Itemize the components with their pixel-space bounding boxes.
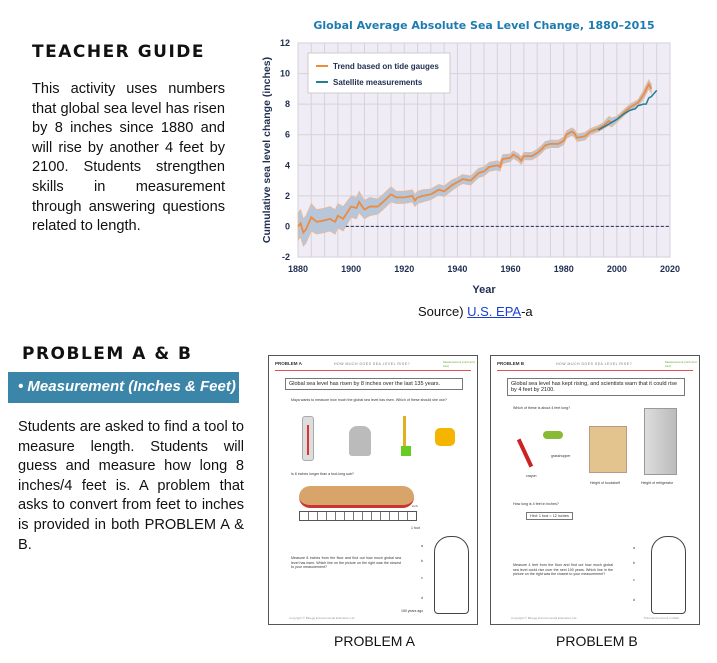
item-label-grasshopper: grasshopper	[551, 454, 571, 458]
x-tick-label: 1980	[554, 264, 574, 274]
ws-question-3: Measure 8 inches from the floor and find…	[291, 556, 401, 570]
line-label-c: c	[421, 576, 423, 580]
ws-footer-right: Think Environment in Math	[643, 616, 679, 620]
ws-subtitle: HOW MUCH DOES SEA LEVEL RISE?	[556, 362, 633, 366]
ruler-unit: inch	[412, 504, 418, 508]
scale-image	[349, 426, 371, 456]
ws-statement: Global sea level has kept rising, and sc…	[507, 378, 685, 396]
satellite-line	[597, 89, 658, 131]
y-tick-label: 8	[285, 99, 290, 109]
x-tick-label: 2020	[660, 264, 680, 274]
sub-sandwich-image	[299, 486, 414, 508]
teacher-guide-title: TEACHER GUIDE	[32, 42, 205, 62]
ws-subtitle: HOW MUCH DOES SEA LEVEL RISE?	[334, 362, 411, 366]
hint-box: Hint: 1 foot = 12 inches	[526, 512, 573, 520]
human-figure-image	[434, 536, 469, 614]
ws-tag: Measurement (inch and foot)	[665, 360, 697, 368]
caption-problem-b: PROBLEM B	[556, 633, 638, 649]
line-label-c: c	[633, 578, 635, 582]
ws-statement: Global sea level has risen by 8 inches o…	[285, 378, 463, 390]
ws-question-1: Which of these is about 4 feet long?	[513, 406, 571, 410]
source-prefix: Source)	[418, 304, 468, 319]
sea-level-chart: Global Average Absolute Sea Level Change…	[261, 19, 680, 296]
line-label-a: a	[633, 546, 635, 550]
worksheet-b-thumbnail: PROBLEM B HOW MUCH DOES SEA LEVEL RISE? …	[490, 355, 700, 625]
ws-question-2: How long is 4 feet in inches?	[513, 502, 559, 506]
item-label-refrigerator: Height of refrigerator	[641, 481, 674, 485]
x-tick-label: 2000	[607, 264, 627, 274]
line-label-b: b	[421, 559, 423, 563]
ws-question-1: Maya wants to measure how much the globa…	[291, 398, 447, 402]
y-axis-label: Cumulative sea level change (inches)	[261, 57, 273, 243]
chart-title: Global Average Absolute Sea Level Change…	[313, 19, 654, 32]
line-label-b: b	[633, 561, 635, 565]
line-label-a: a	[421, 544, 423, 548]
tape-measure-image	[401, 416, 411, 456]
x-axis-label: Year	[472, 284, 496, 296]
refrigerator-image	[644, 408, 677, 475]
crayon-image	[516, 438, 534, 468]
source-suffix: -a	[521, 304, 533, 319]
source-citation: Source) U.S. EPA-a	[418, 304, 533, 319]
teacher-guide-text: This activity uses numbers that global s…	[32, 81, 225, 235]
caption-problem-a: PROBLEM A	[334, 633, 415, 649]
ws-divider	[275, 370, 471, 371]
problems-title: PROBLEM A & B	[22, 344, 193, 364]
tide-gauge-line	[297, 82, 653, 235]
y-tick-label: 2	[285, 191, 290, 201]
ruler-foot-label: 1 foot	[411, 526, 420, 530]
bookshelf-image	[589, 426, 627, 473]
line-label-d: d	[421, 596, 423, 600]
ws-question-2: Is 8 inches longer than a foot-long sub?	[291, 472, 354, 476]
x-tick-label: 1900	[341, 264, 361, 274]
problems-text: Students are asked to find a tool to mea…	[18, 419, 244, 553]
source-link[interactable]: U.S. EPA	[467, 304, 522, 319]
x-tick-label: 1940	[447, 264, 467, 274]
ws-tag: Measurement (inch and foot)	[443, 360, 475, 368]
grasshopper-image	[543, 431, 563, 439]
y-tick-label: 12	[280, 38, 290, 48]
y-tick-label: 0	[285, 221, 290, 231]
x-tick-label: 1960	[501, 264, 521, 274]
y-tick-label: 6	[285, 130, 290, 140]
ws-header: PROBLEM B	[497, 361, 524, 366]
legend-box	[307, 52, 451, 94]
legend-label-satellite: Satellite measurements	[333, 78, 423, 87]
ws-copyright: Copyright © Bluegg Environmental Educati…	[511, 616, 578, 620]
legend-label-tide: Trend based on tide gauges	[333, 62, 439, 71]
item-label-bookshelf: Height of bookshelf	[590, 481, 620, 485]
topic-banner: • Measurement (Inches & Feet)	[8, 372, 239, 403]
ws-question-3: Measure 4 feet from the floor and find o…	[513, 563, 613, 577]
x-tick-label: 1880	[288, 264, 308, 274]
years-ago-label: 150 years ago	[401, 609, 424, 613]
ws-divider	[497, 370, 693, 371]
line-label-d: d	[633, 598, 635, 602]
ruler-image	[299, 511, 417, 521]
worksheet-a-thumbnail: PROBLEM A HOW MUCH DOES SEA LEVEL RISE? …	[268, 355, 478, 625]
ws-header: PROBLEM A	[275, 361, 302, 366]
x-tick-label: 1920	[394, 264, 414, 274]
y-tick-label: 10	[280, 69, 290, 79]
ws-copyright: Copyright © Bluegg Environmental Educati…	[289, 616, 356, 620]
uncertainty-band	[297, 78, 652, 248]
stopwatch-image	[435, 428, 455, 446]
y-tick-label: -2	[282, 252, 290, 262]
thermometer-image	[302, 416, 314, 461]
item-label-crayon: crayon	[526, 474, 537, 478]
human-figure-image	[651, 536, 686, 614]
y-tick-label: 4	[285, 160, 290, 170]
